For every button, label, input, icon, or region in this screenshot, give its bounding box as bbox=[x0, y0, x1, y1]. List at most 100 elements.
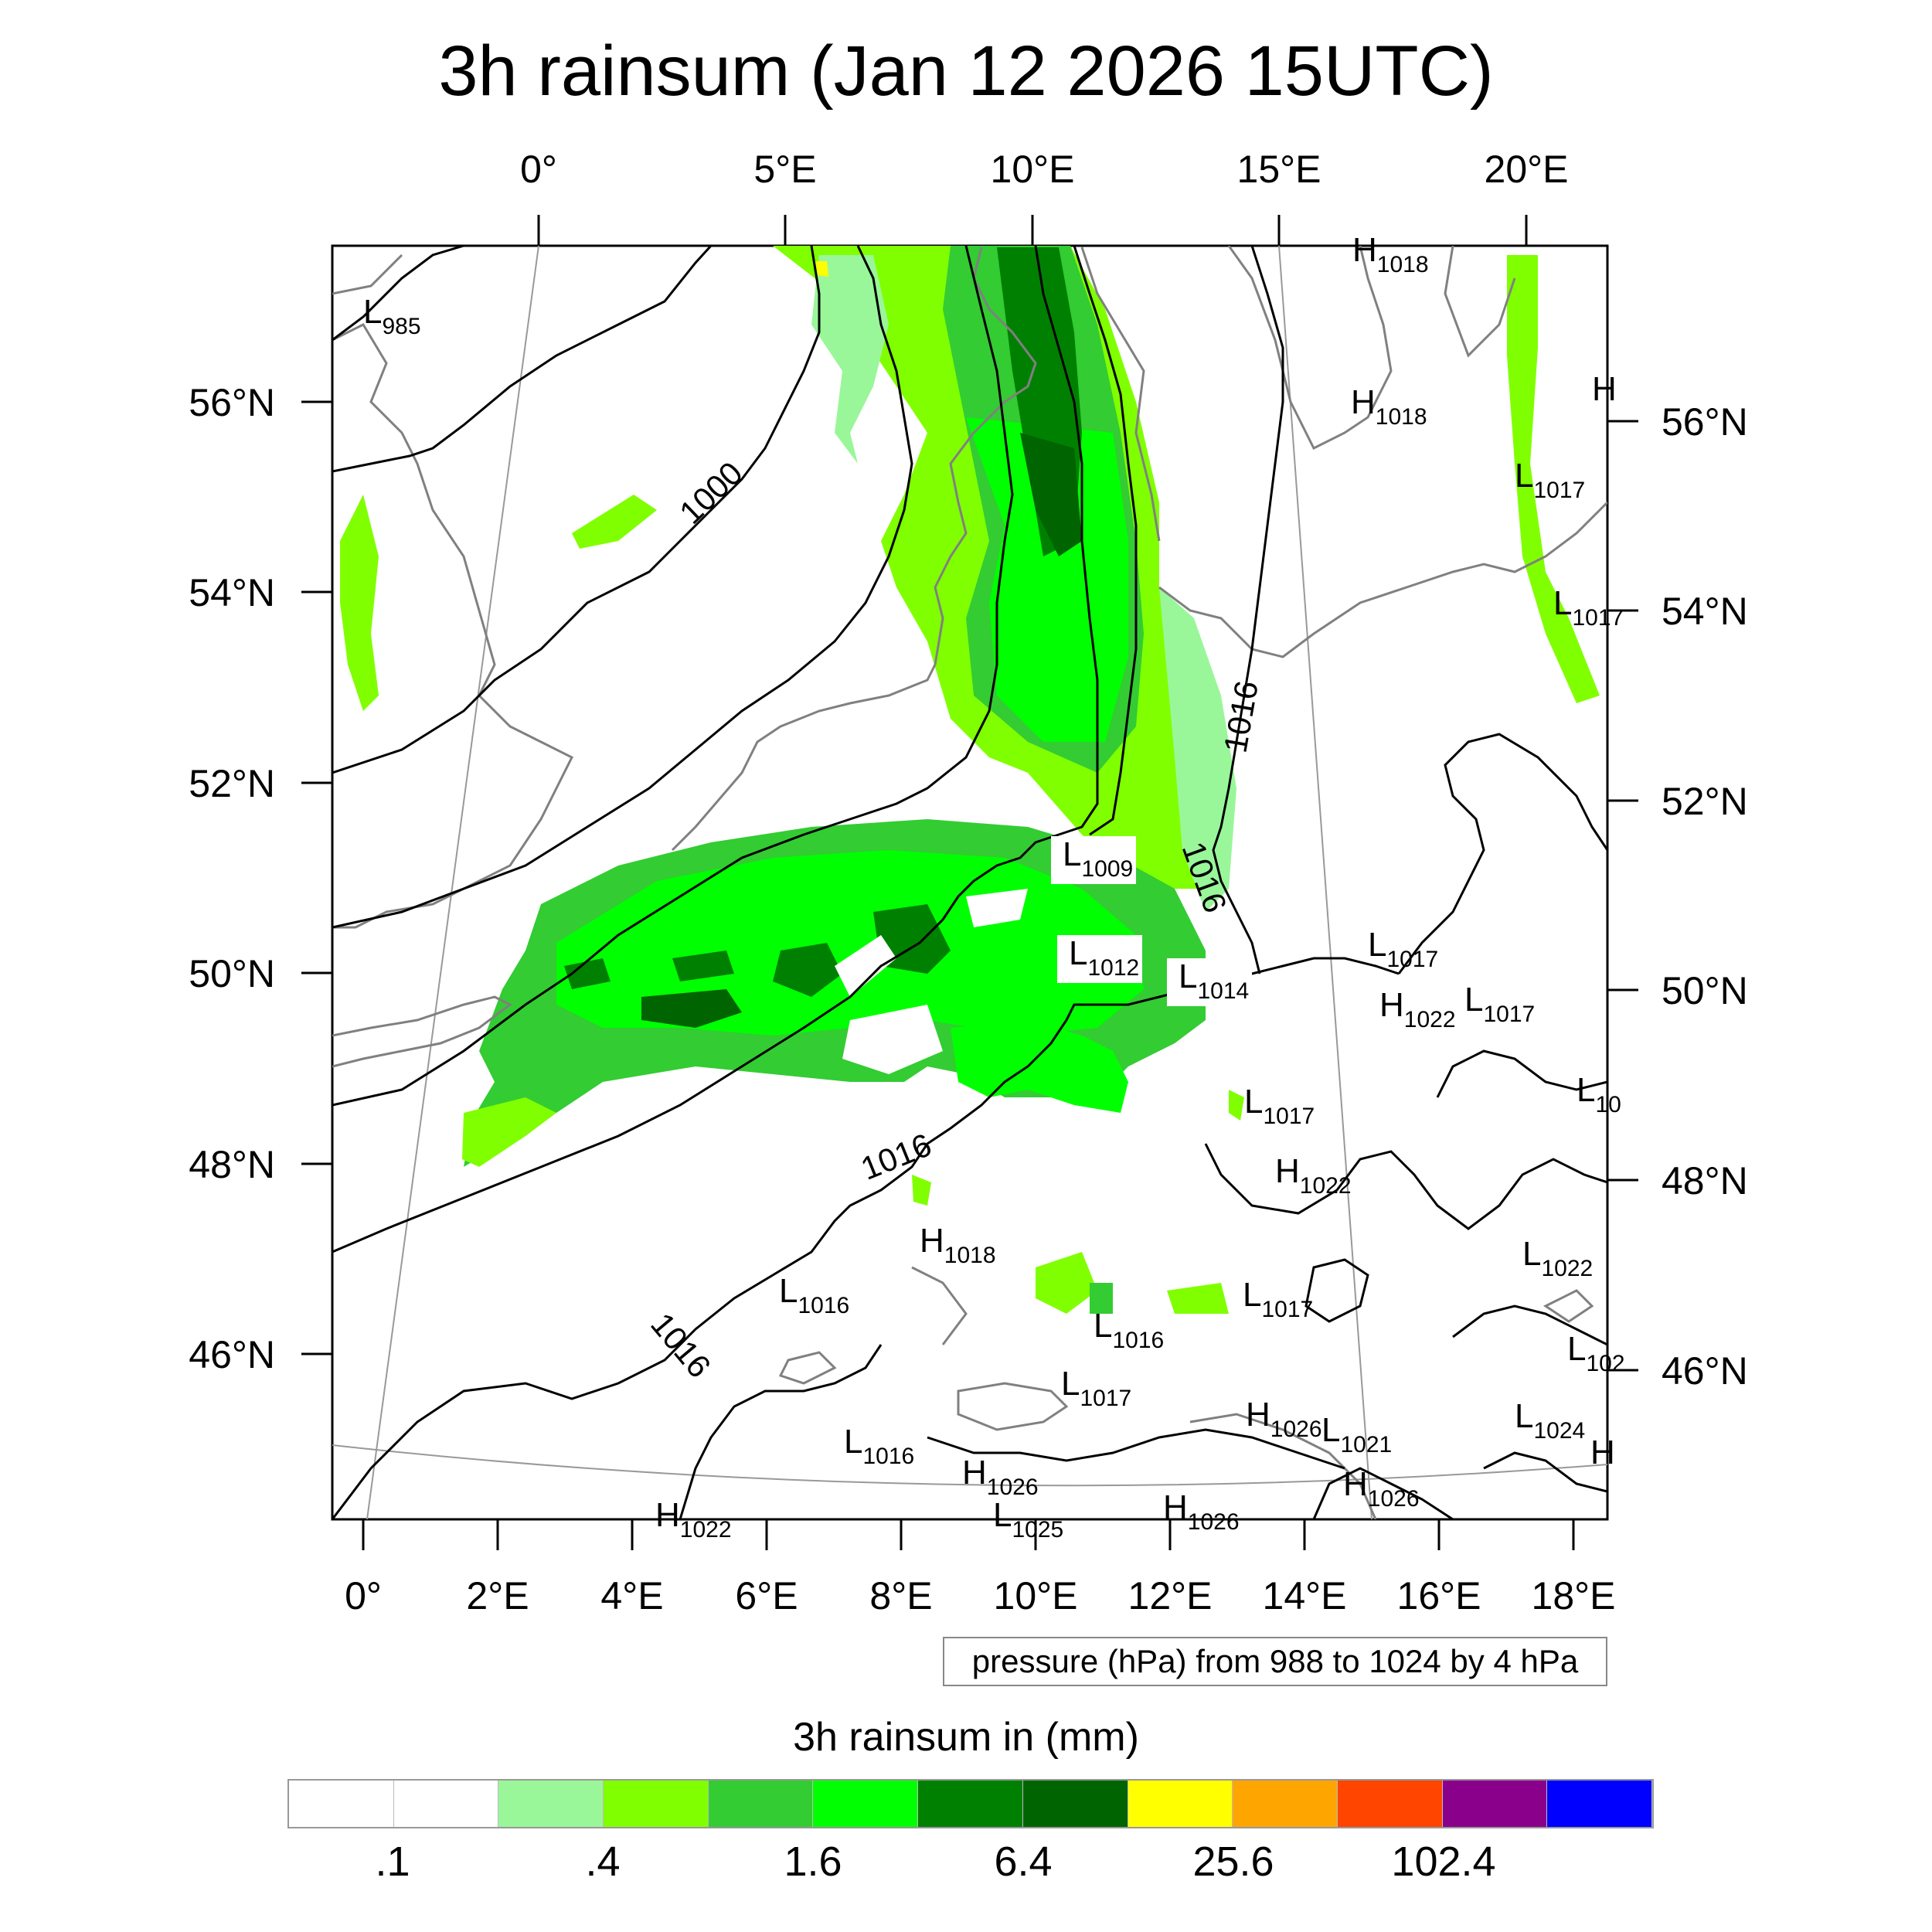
colorbar-swatch bbox=[708, 1781, 814, 1827]
label-backgrounds bbox=[1051, 836, 1252, 1006]
colorbar-swatch bbox=[1233, 1781, 1338, 1827]
lon-label-bottom: 10°E bbox=[994, 1574, 1078, 1617]
top-lon-labels: 0° 5°E 10°E 15°E 20°E bbox=[520, 148, 1568, 191]
lon-label-top: 20°E bbox=[1485, 148, 1569, 191]
colorbar-swatch bbox=[1337, 1781, 1443, 1827]
rain-band-north-light bbox=[811, 255, 889, 464]
pressure-center-label: H1026 bbox=[1163, 1488, 1240, 1535]
pressure-center-label: L1021 bbox=[1321, 1411, 1392, 1458]
lon-label-top: 0° bbox=[520, 148, 557, 191]
pressure-center-label: L1017 bbox=[1244, 1083, 1315, 1129]
pressure-info-box: pressure (hPa) from 988 to 1024 by 4 hPa bbox=[943, 1637, 1607, 1686]
rain-gap-1 bbox=[835, 935, 896, 997]
rain-band-west-light bbox=[462, 1097, 556, 1167]
lon-label-top: 15°E bbox=[1237, 148, 1321, 191]
pressure-center-label: L1024 bbox=[1515, 1397, 1585, 1444]
colorbar-tick-label: 1.6 bbox=[784, 1838, 842, 1885]
lat-label-right: 50°N bbox=[1662, 969, 1748, 1012]
bottom-lon-labels: 0° 2°E 4°E 6°E 8°E 10°E 12°E 14°E 16°E 1… bbox=[345, 1574, 1615, 1617]
map-title: 3h rainsum (Jan 12 2026 15UTC) bbox=[438, 32, 1494, 111]
pressure-center-label: H bbox=[1590, 1434, 1615, 1471]
rain-patch-alps-3 bbox=[1090, 1283, 1113, 1314]
rain-patch-alps-2 bbox=[1167, 1283, 1229, 1314]
colorbar bbox=[287, 1779, 1654, 1828]
pressure-centers: L985 H1018 H1018 H L1017 L1017 L1009 L1012 L1014… bbox=[363, 231, 1625, 1543]
pressure-center-label: H1018 bbox=[920, 1222, 996, 1268]
pressure-center-label: L1014 bbox=[1179, 957, 1249, 1004]
rain-spot-yellow bbox=[815, 261, 828, 277]
pressure-center-label: H1018 bbox=[1352, 231, 1429, 277]
lat-label-right: 56°N bbox=[1662, 400, 1748, 444]
pressure-center-label: L1017 bbox=[1368, 926, 1438, 972]
lon-label-top: 10°E bbox=[991, 148, 1075, 191]
axis-ticks bbox=[301, 215, 1638, 1550]
pressure-center-label: H1022 bbox=[1275, 1152, 1352, 1199]
pressure-center-label: H1022 bbox=[1379, 986, 1456, 1032]
pressure-center-label: H1018 bbox=[1351, 383, 1427, 430]
colorbar-swatch bbox=[813, 1781, 919, 1827]
rain-patch-rhine bbox=[912, 1175, 931, 1206]
pressure-center-label: L1017 bbox=[1553, 584, 1624, 631]
rain-gap-3 bbox=[966, 889, 1028, 927]
rain-band-south bbox=[951, 1020, 1128, 1113]
pressure-center-label: L1025 bbox=[993, 1496, 1063, 1543]
left-lat-labels: 56°N 54°N 52°N 50°N 48°N 46°N bbox=[189, 381, 275, 1376]
lon-label-top: 5°E bbox=[753, 148, 816, 191]
rain-patch-ireland bbox=[340, 495, 379, 711]
colorbar-swatch bbox=[498, 1781, 604, 1827]
rain-field bbox=[340, 246, 1600, 1314]
colorbar-tick-label: .4 bbox=[585, 1838, 621, 1885]
pressure-center-label: L985 bbox=[363, 293, 421, 339]
pressure-center-label: L1009 bbox=[1063, 835, 1133, 882]
lat-label-left: 56°N bbox=[189, 381, 275, 424]
lat-label-right: 46°N bbox=[1662, 1349, 1748, 1393]
rain-patch-alps-1 bbox=[1036, 1252, 1097, 1314]
pressure-center-label: L102 bbox=[1567, 1330, 1625, 1376]
pressure-center-label: L10 bbox=[1577, 1071, 1621, 1117]
colorbar-swatch bbox=[289, 1781, 394, 1827]
pressure-center-label: H1026 bbox=[1343, 1465, 1420, 1512]
lon-label-bottom: 2°E bbox=[466, 1574, 529, 1617]
pressure-center-label: L1017 bbox=[1061, 1365, 1131, 1411]
rain-band-west-dark-3 bbox=[641, 989, 742, 1028]
rain-patch-baltic bbox=[1507, 255, 1600, 703]
pressure-center-label: L1012 bbox=[1069, 934, 1139, 981]
pressure-center-label: H1026 bbox=[1246, 1396, 1322, 1442]
colorbar-swatch bbox=[393, 1781, 499, 1827]
lon-label-bottom: 4°E bbox=[600, 1574, 663, 1617]
rain-eastern-edge bbox=[1159, 587, 1236, 912]
colorbar-tick-label: 6.4 bbox=[994, 1838, 1053, 1885]
pressure-center-label: L1022 bbox=[1522, 1235, 1593, 1281]
pressure-center-label: L1016 bbox=[779, 1272, 849, 1318]
pressure-center-label: L1017 bbox=[1243, 1276, 1313, 1322]
pressure-center-label: H bbox=[1592, 370, 1617, 408]
rain-patch-northsea bbox=[572, 495, 657, 549]
right-lat-labels: 56°N 54°N 52°N 50°N 48°N 46°N bbox=[1662, 400, 1748, 1393]
lon-label-bottom: 12°E bbox=[1128, 1574, 1213, 1617]
pressure-center-label: L1016 bbox=[1094, 1307, 1164, 1353]
pressure-center-label: H1022 bbox=[655, 1496, 732, 1543]
lat-label-right: 52°N bbox=[1662, 780, 1748, 823]
colorbar-swatch bbox=[1442, 1781, 1548, 1827]
pressure-center-label: L1017 bbox=[1515, 457, 1585, 503]
lon-label-bottom: 8°E bbox=[869, 1574, 932, 1617]
rain-band-west-dark-2 bbox=[773, 943, 842, 997]
colorbar-tick-label: .1 bbox=[375, 1838, 410, 1885]
colorbar-tick-label: 102.4 bbox=[1391, 1838, 1496, 1885]
lon-label-bottom: 6°E bbox=[735, 1574, 798, 1617]
isobars bbox=[332, 246, 1607, 1519]
lat-label-left: 50°N bbox=[189, 952, 275, 995]
lat-label-left: 48°N bbox=[189, 1143, 275, 1186]
colorbar-swatch bbox=[1128, 1781, 1233, 1827]
rain-band-west-dark-4 bbox=[564, 958, 611, 989]
lat-label-left: 52°N bbox=[189, 762, 275, 805]
lat-label-left: 54°N bbox=[189, 571, 275, 614]
colorbar-title: 3h rainsum in (mm) bbox=[793, 1715, 1139, 1760]
pressure-center-label: L1017 bbox=[1464, 981, 1535, 1027]
lon-label-bottom: 14°E bbox=[1263, 1574, 1347, 1617]
colorbar-swatch bbox=[604, 1781, 709, 1827]
rain-gap-2 bbox=[842, 1005, 943, 1074]
colorbar-swatch bbox=[918, 1781, 1023, 1827]
rain-patch-bohemia bbox=[1229, 1090, 1244, 1121]
